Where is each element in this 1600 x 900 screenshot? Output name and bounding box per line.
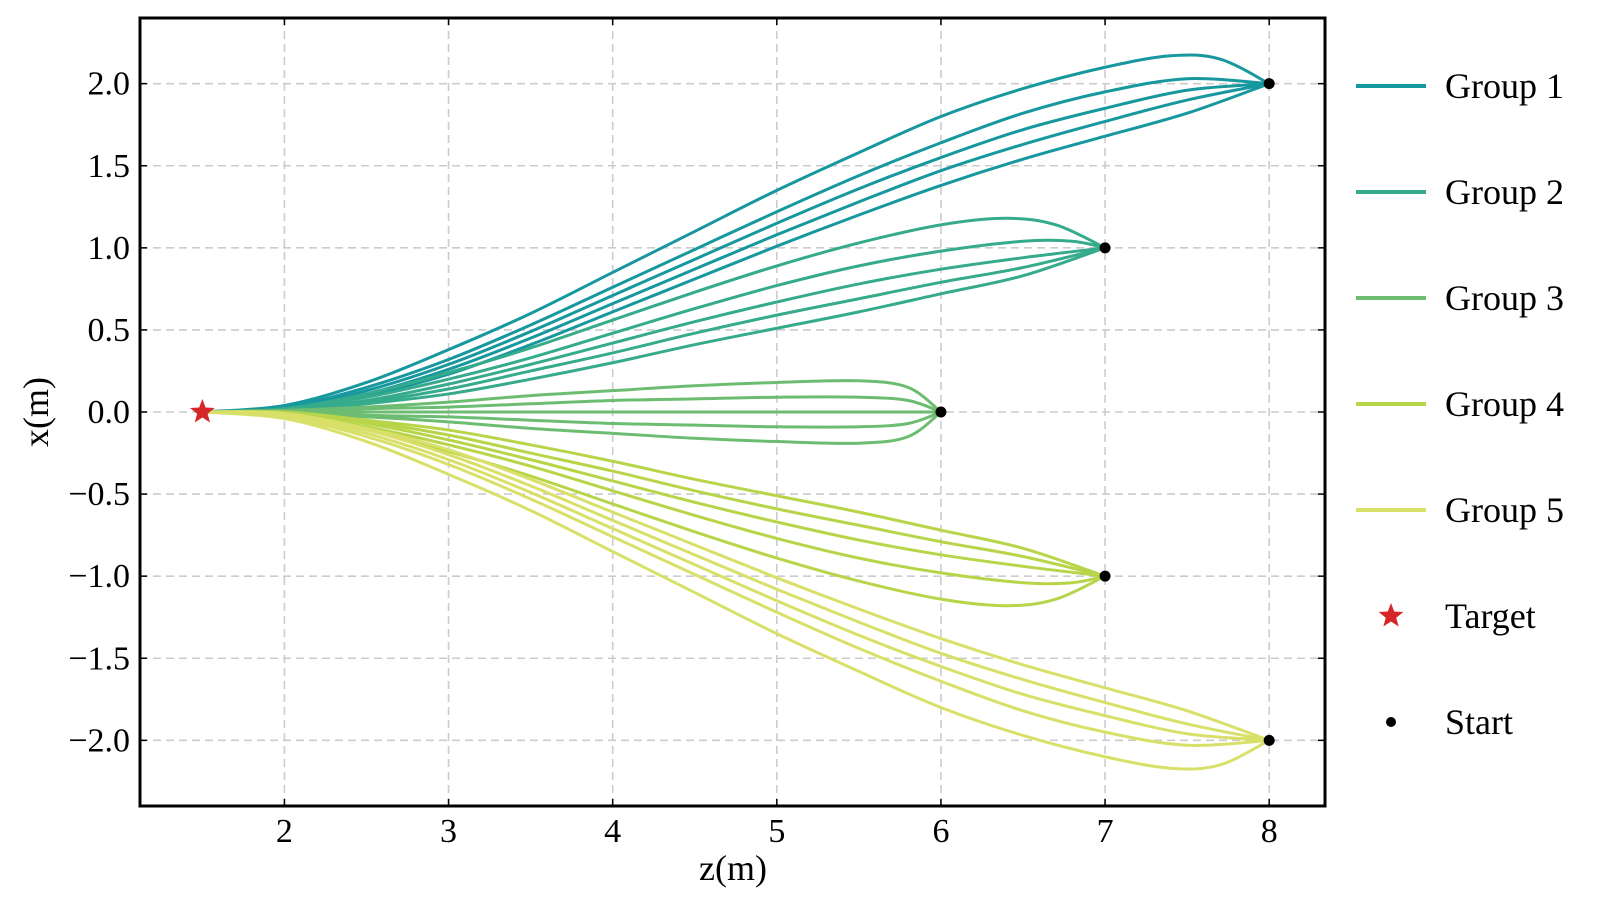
y-tick-label: −1.0: [68, 558, 130, 595]
series-group-3: [200, 379, 943, 445]
start-point: [935, 406, 947, 418]
y-tick-label: 1.0: [88, 230, 131, 267]
markers: [190, 78, 1275, 746]
x-tick-label: 6: [932, 813, 949, 850]
legend-item: Group 1: [1356, 66, 1564, 106]
legend-label: Group 4: [1445, 384, 1564, 424]
trajectory-line: [200, 410, 1271, 747]
legend: Group 1 Group 2 Group 3 Group 4 Group 5 Targe…: [1356, 66, 1564, 742]
trajectory-line: [200, 77, 1271, 414]
start-point: [1099, 242, 1111, 254]
x-tick-label: 5: [768, 813, 785, 850]
y-tick-label: −0.5: [68, 476, 130, 513]
legend-item: Group 4: [1356, 384, 1564, 424]
y-tick-label: 0.5: [88, 312, 131, 349]
legend-label: Group 1: [1445, 66, 1564, 106]
legend-item: Group 3: [1356, 278, 1564, 318]
legend-label: Group 3: [1445, 278, 1564, 318]
legend-item: Group 2: [1356, 172, 1564, 212]
legend-dot-swatch: [1386, 717, 1396, 727]
trajectory-line: [200, 410, 1271, 742]
trajectory-line: [200, 410, 1107, 586]
x-axis-label: z(m): [699, 848, 767, 888]
y-tick-label: 2.0: [88, 66, 131, 103]
trajectory-line: [200, 409, 1107, 578]
trajectory-line: [200, 395, 943, 414]
trajectory-line: [200, 53, 1271, 414]
x-tick-label: 7: [1097, 813, 1114, 850]
axis-ticks: 2 3 4 5 6 7 8 2.0 1.5 1.0 0.5 0.0 −0.5 −1.0 −1.5 −2.0: [68, 18, 1325, 850]
y-axis-label: x(m): [16, 377, 56, 447]
y-tick-label: 0.0: [88, 394, 131, 431]
legend-item: Target: [1378, 596, 1536, 636]
series-group-2: [200, 216, 1107, 415]
trajectory-line: [200, 246, 1107, 415]
x-tick-label: 8: [1261, 813, 1278, 850]
trajectory-line: [200, 82, 1271, 414]
x-tick-label: 3: [440, 813, 457, 850]
legend-label: Start: [1445, 702, 1513, 742]
series-group-4: [200, 409, 1107, 608]
trajectory-line: [200, 246, 1107, 414]
y-tick-label: 1.5: [88, 148, 131, 185]
start-point: [1263, 78, 1275, 90]
trajectories: [200, 53, 1271, 771]
trajectory-line: [200, 410, 1107, 578]
legend-label: Group 2: [1445, 172, 1564, 212]
trajectory-line: [200, 238, 1107, 414]
x-tick-label: 2: [276, 813, 293, 850]
series-group-5: [200, 410, 1271, 771]
legend-star-swatch: [1378, 603, 1404, 627]
series-group-1: [200, 53, 1271, 414]
legend-label: Target: [1445, 596, 1536, 636]
x-tick-label: 4: [604, 813, 621, 850]
trajectory-line: [200, 410, 1271, 742]
start-point: [1099, 570, 1111, 582]
legend-item: Group 5: [1356, 490, 1564, 530]
target-marker: [190, 399, 215, 423]
y-tick-label: −1.5: [68, 640, 130, 677]
y-tick-label: −2.0: [68, 722, 130, 759]
trajectory-line: [200, 410, 1271, 742]
start-point: [1263, 734, 1275, 746]
legend-item: Start: [1386, 702, 1513, 742]
trajectory-line: [200, 410, 1271, 771]
legend-label: Group 5: [1445, 490, 1564, 530]
trajectory-line: [200, 82, 1271, 414]
trajectory-line: [200, 216, 1107, 414]
